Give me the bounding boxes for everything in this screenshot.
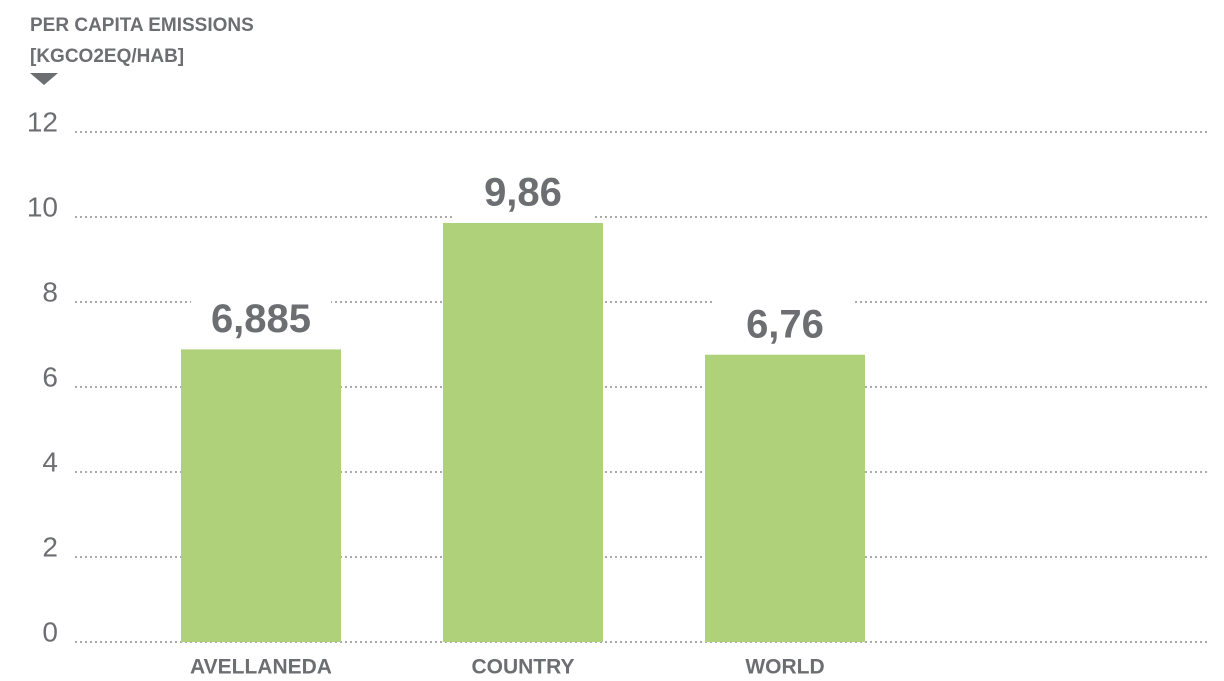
x-tick-label: COUNTRY (471, 656, 574, 679)
y-axis-label: PER CAPITA EMISSIONS (30, 15, 254, 36)
value-label: 6,76 (746, 302, 824, 346)
bar (181, 349, 341, 642)
bar (443, 222, 603, 642)
y-tick-label: 0 (42, 616, 58, 647)
x-tick-label: AVELLANEDA (190, 656, 332, 679)
value-label: 9,86 (484, 171, 562, 215)
y-axis-label: [KGCO2EQ/HAB] (30, 46, 184, 67)
axis-marker (30, 73, 58, 85)
y-tick-label: 12 (27, 106, 58, 137)
y-tick-label: 4 (42, 446, 58, 477)
y-tick-label: 8 (42, 276, 58, 307)
value-label-bg (453, 168, 593, 221)
value-label-bg (191, 295, 331, 348)
x-tick-label: WORLD (745, 656, 824, 679)
value-label: 6,885 (211, 297, 311, 341)
y-tick-label: 6 (42, 361, 58, 392)
y-tick-label: 10 (27, 191, 58, 222)
y-tick-label: 2 (42, 531, 58, 562)
bar (705, 354, 865, 642)
value-label-bg (715, 300, 855, 353)
